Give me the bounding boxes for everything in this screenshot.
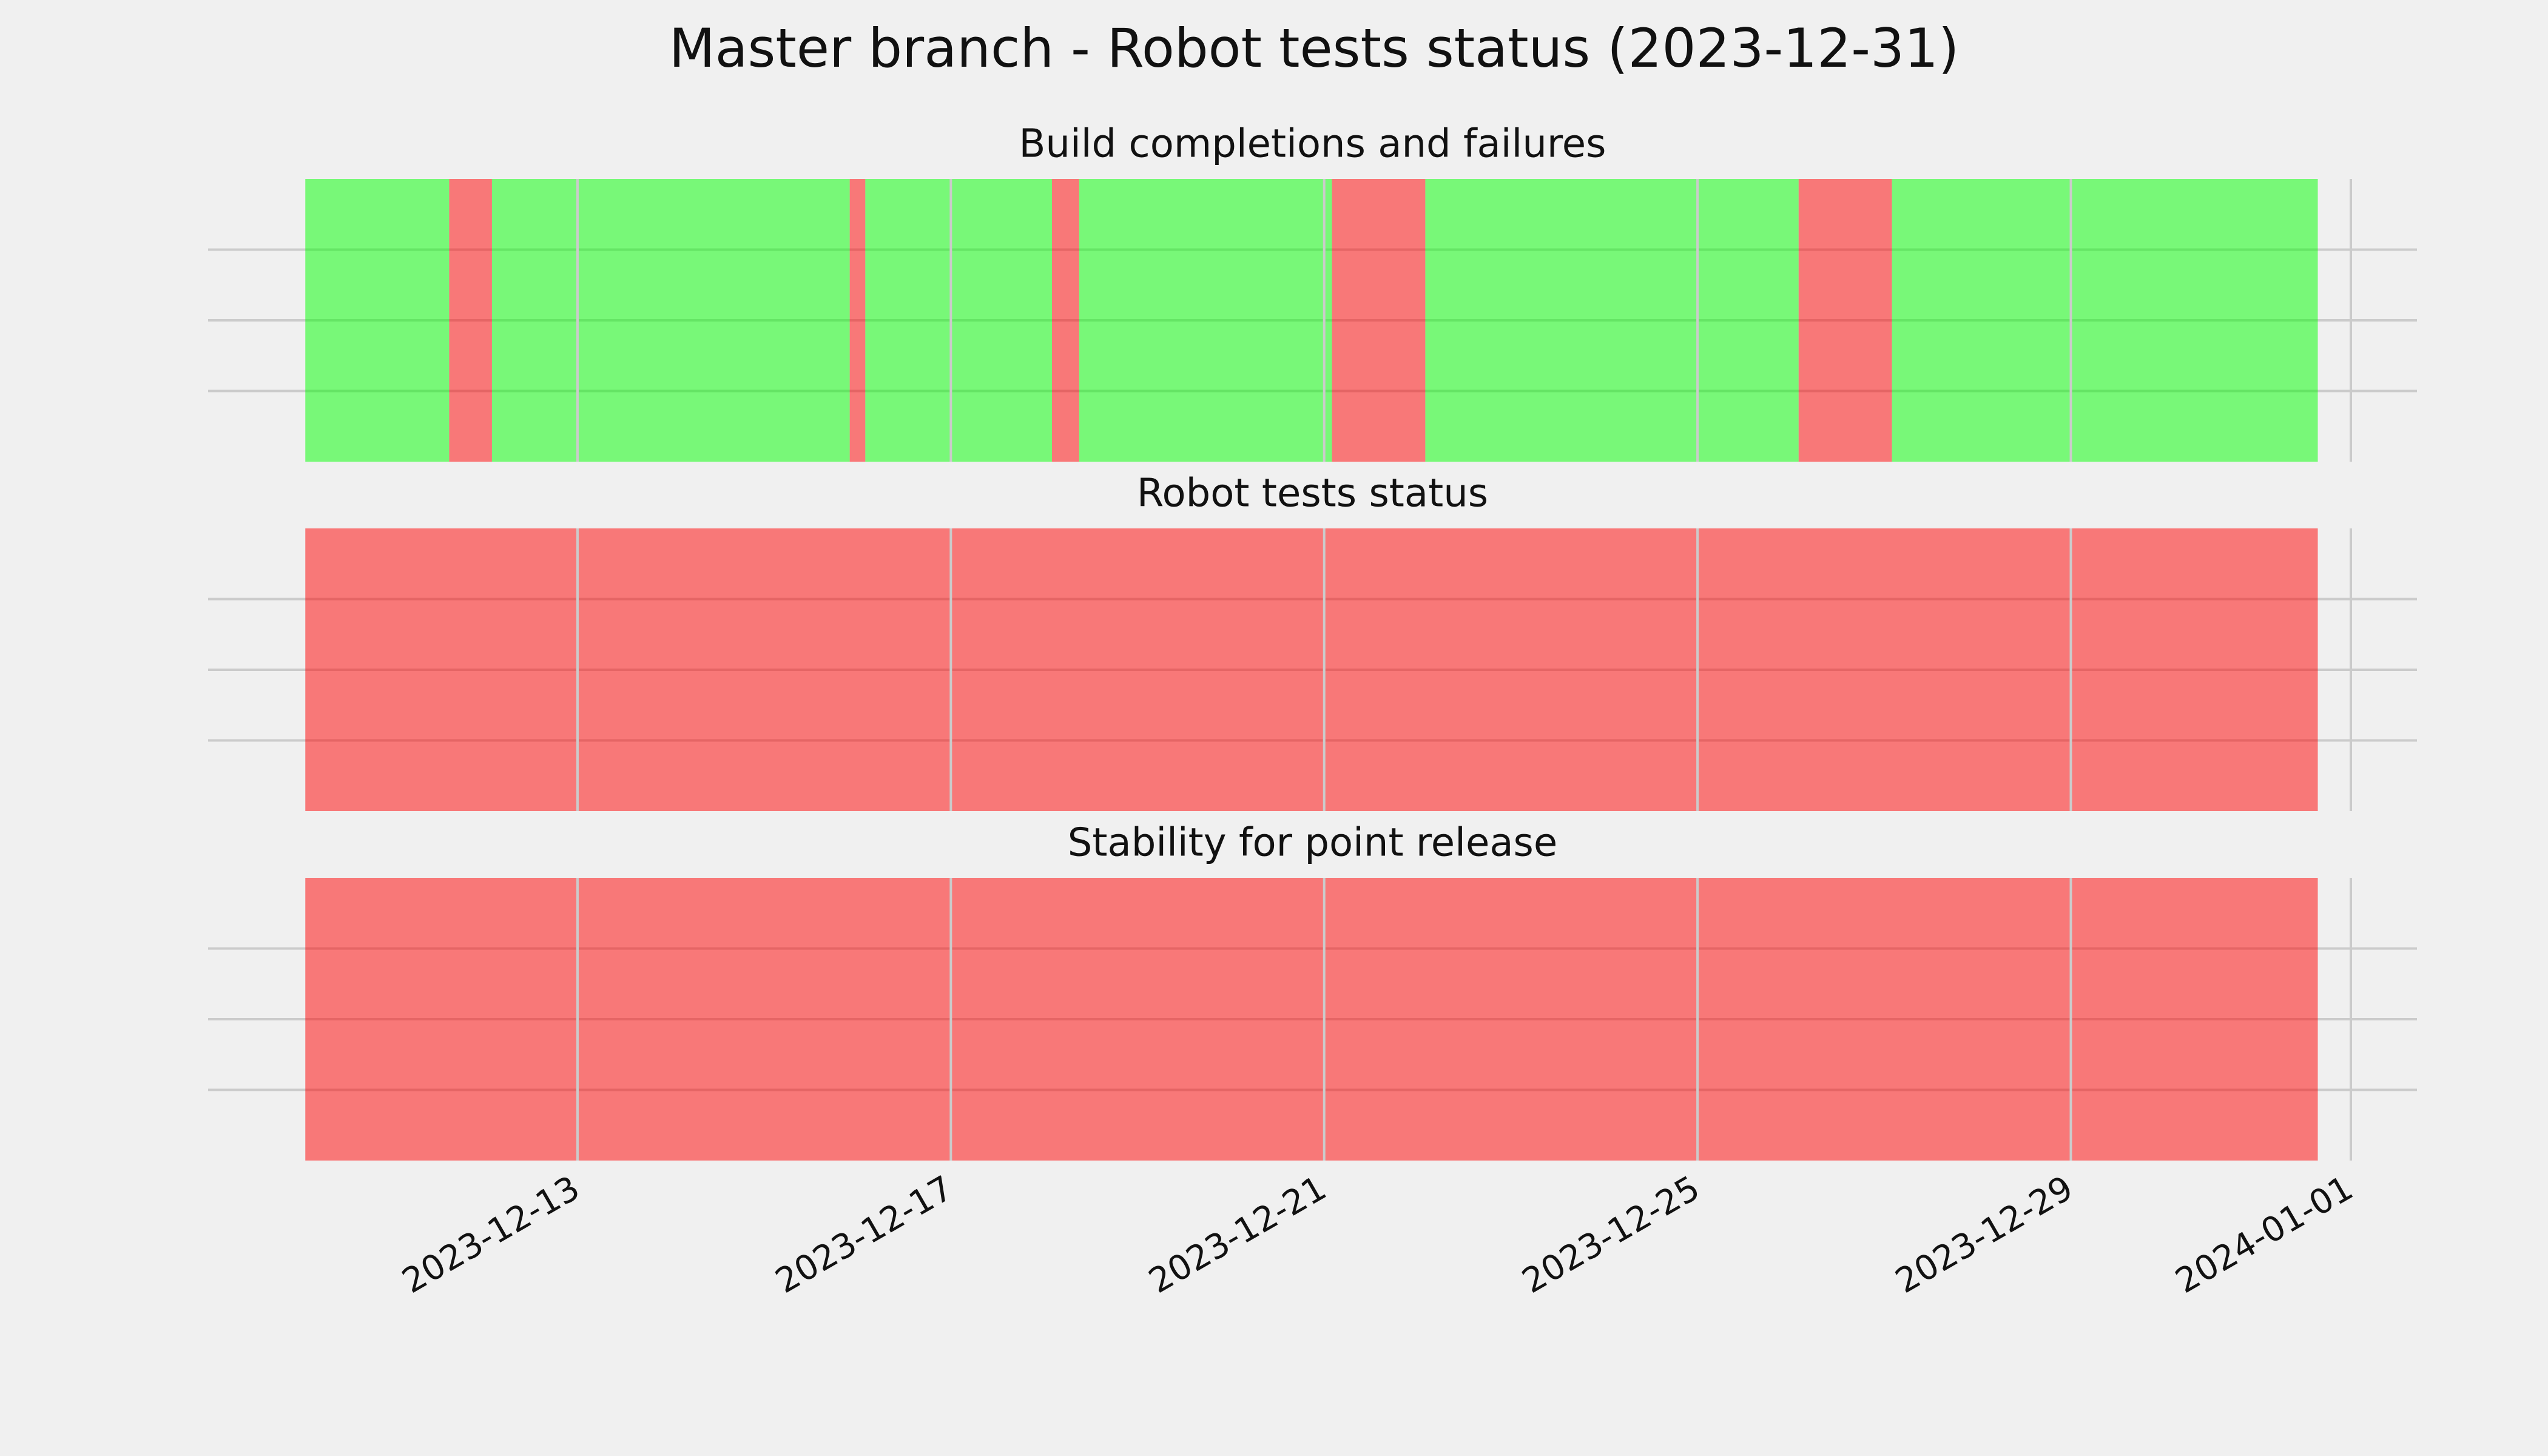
status-span	[865, 179, 1053, 462]
status-span	[1892, 179, 2318, 462]
panel-title: Build completions and failures	[1019, 122, 1606, 167]
status-span	[305, 179, 450, 462]
panel-title: Robot tests status	[1137, 471, 1488, 516]
figure-title: Master branch - Robot tests status (2023…	[669, 17, 1960, 79]
status-span	[449, 179, 492, 462]
status-span	[1425, 179, 1799, 462]
status-span	[849, 179, 866, 462]
status-span	[1052, 179, 1079, 462]
status-span	[491, 179, 850, 462]
status-span	[305, 878, 2318, 1161]
status-span	[1332, 179, 1426, 462]
panel-title: Stability for point release	[1068, 821, 1558, 866]
status-span	[305, 528, 2318, 811]
status-span	[1798, 179, 1892, 462]
status-span	[1079, 179, 1332, 462]
